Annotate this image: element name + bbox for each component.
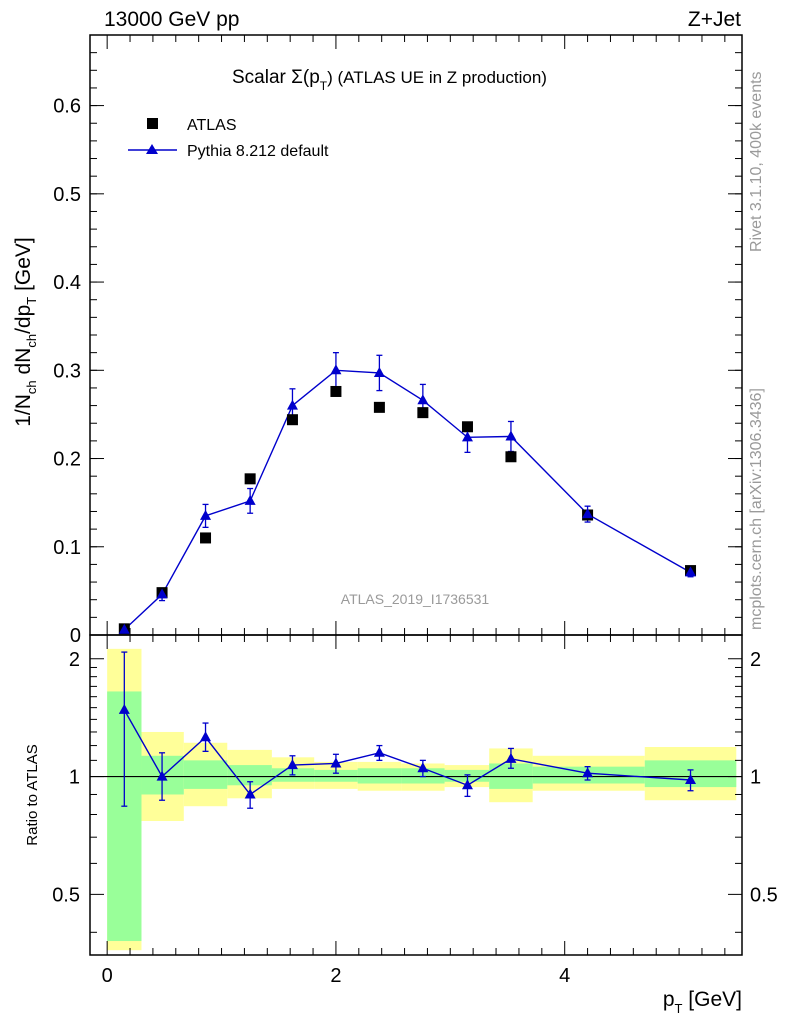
ratio-y-tick-label-right: 0.5 (750, 884, 778, 906)
ratio-y-tick-label-right: 1 (750, 767, 761, 789)
plot-title: Scalar Σ(pT) (ATLAS UE in Z production) (232, 67, 547, 93)
pythia-data-point (461, 431, 473, 442)
ratio-plot-axis-ticks: 0 2 4 0.5 0.5 1 1 2 2 (52, 635, 778, 987)
y-tick-label: 0.1 (53, 537, 81, 559)
atlas-data-point (200, 532, 212, 544)
ratio-plot-panel: 0 2 4 0.5 0.5 1 1 2 2 Ratio to ATLAS pT [GeV] (24, 634, 778, 1016)
ratio-data-point (685, 773, 697, 784)
pythia-data-point (244, 494, 256, 505)
atlas-data-point (505, 451, 517, 463)
main-plot-data (118, 351, 697, 635)
plot-title-main: Scalar Σ(p (232, 67, 320, 88)
ratio-series-line (123, 709, 691, 796)
y-axis-label: 1/Nch dNch/dpT [GeV] (12, 237, 39, 427)
pythia-data-point (417, 394, 429, 405)
ratio-y-tick-label: 1 (69, 767, 80, 789)
ratio-uncertainty-bands (107, 648, 737, 951)
pythia-data-point (582, 508, 594, 519)
ratio-data-point (330, 757, 342, 768)
atlas-data-point (330, 385, 342, 397)
ratio-data-point (118, 703, 130, 714)
ratio-green-band (314, 769, 358, 782)
pythia-series-line (123, 369, 691, 631)
legend: ATLAS Pythia 8.212 default (128, 117, 329, 160)
ratio-data-point (286, 759, 298, 770)
ratio-y-tick-label: 2 (69, 649, 80, 671)
ratio-data-point (505, 752, 517, 763)
pythia-data-point (118, 623, 130, 634)
y-tick-label: 0.6 (53, 96, 81, 118)
ratio-data-point (582, 767, 594, 778)
rivet-info-label: Rivet 3.1.10, 400k events (748, 71, 765, 252)
ratio-green-band (357, 768, 402, 784)
pythia-data-point (505, 430, 517, 441)
ratio-data-point (461, 779, 473, 790)
atlas-data-point (417, 407, 429, 419)
ratio-data-point (244, 788, 256, 799)
atlas-data-point (461, 421, 473, 433)
x-tick-label: 2 (330, 965, 341, 987)
atlas-data-point (244, 473, 256, 485)
pythia-data-point (373, 366, 385, 377)
legend-pythia-marker (146, 144, 158, 154)
main-plot-panel: 0 0.1 0.2 0.3 0.4 0.5 0.6 Scalar Σ(pT) (ATLAS … (12, 34, 743, 647)
plot-title-subscript: T (320, 79, 328, 93)
x-tick-label: 4 (559, 965, 570, 987)
pythia-data-point (286, 399, 298, 410)
atlas-data-point (286, 414, 298, 426)
x-axis-label: pT [GeV] (663, 988, 742, 1016)
plot-title-rest: ) (ATLAS UE in Z production) (327, 68, 547, 87)
ratio-y-axis-label: Ratio to ATLAS (24, 744, 41, 845)
legend-atlas-marker (147, 118, 158, 129)
pythia-data-point (156, 588, 168, 599)
ratio-data-point (200, 731, 212, 742)
analysis-id-label: ATLAS_2019_I1736531 (341, 591, 490, 607)
pythia-data-point (200, 509, 212, 520)
header-energy-label: 13000 GeV pp (104, 8, 239, 31)
y-tick-label: 0.5 (53, 184, 81, 206)
pythia-data-point (330, 364, 342, 375)
ratio-y-tick-label: 0.5 (52, 884, 80, 906)
y-tick-label: 0.3 (53, 360, 81, 382)
legend-pythia-label: Pythia 8.212 default (187, 143, 329, 160)
ratio-data-point (417, 762, 429, 773)
ratio-plot-frame (89, 634, 743, 956)
ratio-y-tick-label-right: 2 (750, 649, 761, 671)
y-tick-label: 0.2 (53, 449, 81, 471)
y-tick-label: 0.4 (53, 272, 81, 294)
main-plot-axis-ticks: 0 0.1 0.2 0.3 0.4 0.5 0.6 (53, 34, 742, 647)
y-tick-label: 0 (70, 625, 81, 647)
atlas-data-point (373, 401, 385, 413)
mcplots-info-label: mcplots.cern.ch [arXiv:1306.3436] (748, 388, 765, 630)
ratio-green-band (183, 760, 228, 789)
ratio-data-point (156, 770, 168, 781)
x-tick-label: 0 (102, 965, 113, 987)
ratio-data-point (373, 746, 385, 757)
header-process-label: Z+Jet (688, 8, 741, 31)
pythia-data-point (685, 566, 697, 577)
ratio-plot-data (90, 651, 742, 809)
legend-atlas-label: ATLAS (187, 117, 237, 134)
